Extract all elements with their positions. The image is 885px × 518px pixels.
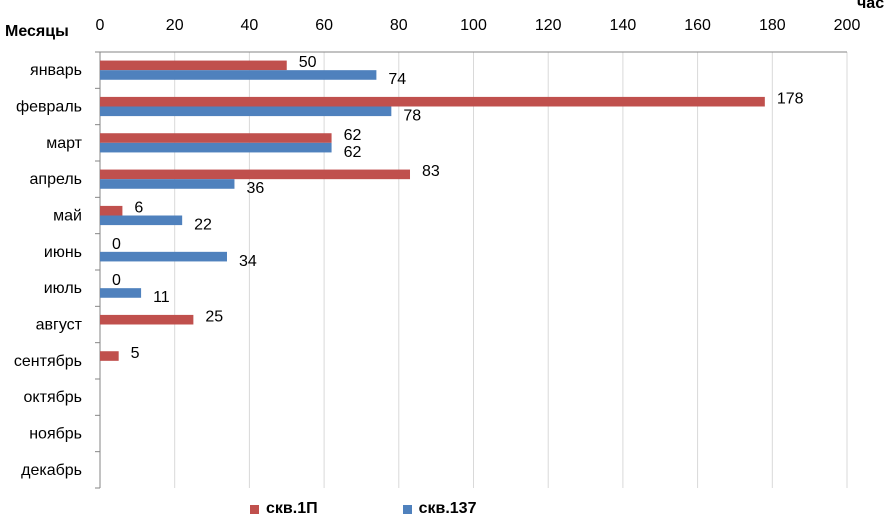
data-label: 62	[344, 127, 362, 144]
gridlines	[95, 51, 848, 489]
bar	[100, 142, 332, 153]
category-label: ноябрь	[29, 426, 82, 443]
x-tick-label: 80	[390, 17, 408, 34]
data-label: 22	[194, 217, 212, 234]
data-label: 6	[134, 200, 143, 217]
data-label: 0	[112, 236, 121, 253]
data-label: 83	[422, 163, 440, 180]
legend-swatch	[402, 504, 412, 514]
category-label: декабрь	[21, 462, 82, 479]
x-tick-label: 100	[460, 17, 487, 34]
x-tick-label: 120	[535, 17, 562, 34]
x-tick-label: 60	[315, 17, 333, 34]
bar	[100, 133, 332, 143]
category-label: апрель	[30, 171, 83, 188]
x-tick-label: 140	[610, 17, 637, 34]
category-label: июнь	[44, 244, 82, 261]
legend-swatch	[250, 504, 259, 514]
data-label: 50	[299, 54, 317, 71]
x-axis-title: час	[857, 0, 884, 12]
bar	[100, 96, 765, 107]
data-label: 25	[205, 309, 223, 326]
category-label: март	[46, 135, 82, 152]
legend-item-series-1: скв.1П	[250, 500, 318, 518]
category-label: октябрь	[24, 389, 82, 406]
x-tick-labels: 0 20 40 60 80 100 120 140 160 180 200	[96, 17, 861, 34]
bar	[100, 60, 287, 71]
category-label: август	[36, 317, 83, 334]
legend-label: скв.1П	[266, 500, 318, 517]
data-label: 0	[112, 272, 121, 289]
y-axis-title: Месяцы	[5, 23, 69, 40]
bar	[100, 205, 123, 216]
category-label: май	[53, 208, 82, 225]
legend-label: скв.137	[418, 500, 477, 517]
category-label: сентябрь	[14, 353, 82, 370]
data-label: 62	[344, 144, 362, 161]
bar	[100, 215, 183, 226]
bar	[100, 70, 377, 80]
data-label: 34	[239, 253, 257, 270]
x-tick-label: 20	[166, 17, 184, 34]
category-labels: январь февраль март апрель май июнь июль август…	[14, 62, 83, 479]
data-labels: 50 178 62 83 6 0 0 25 5 74 78 62 36 22 34 11	[112, 54, 804, 362]
legend-item-series-2: скв.137	[402, 500, 477, 518]
data-label: 178	[777, 91, 804, 108]
x-tick-label: 180	[759, 17, 786, 34]
x-tick-label: 0	[96, 17, 105, 34]
bar	[100, 179, 235, 189]
legend: скв.1П скв.137	[250, 500, 561, 518]
data-label: 5	[131, 345, 140, 362]
data-label: 74	[388, 71, 406, 88]
bar	[100, 169, 411, 180]
bar	[100, 351, 119, 361]
bar	[100, 106, 392, 117]
category-label: февраль	[16, 99, 82, 116]
bar	[100, 251, 227, 262]
category-label: июль	[44, 280, 82, 297]
category-label: январь	[30, 62, 82, 79]
data-label: 36	[246, 180, 264, 197]
data-label: 11	[153, 289, 170, 306]
bars	[100, 60, 765, 361]
bar	[100, 288, 142, 298]
bar	[100, 314, 194, 325]
x-tick-label: 40	[241, 17, 259, 34]
x-tick-label: 200	[834, 17, 861, 34]
x-tick-label: 160	[684, 17, 711, 34]
data-label: 78	[403, 108, 421, 125]
